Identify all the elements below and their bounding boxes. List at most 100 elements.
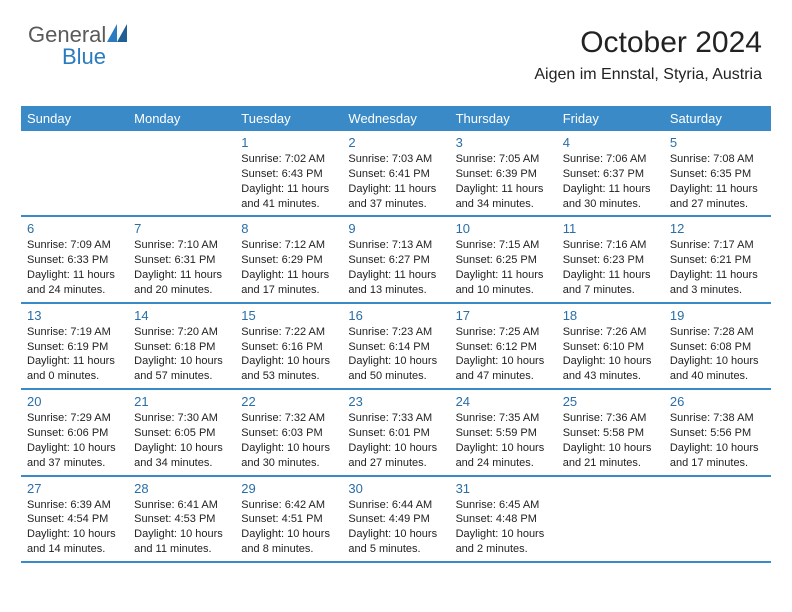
sunrise-text: Sunrise: 6:41 AM bbox=[134, 498, 229, 513]
day-number: 29 bbox=[241, 481, 336, 496]
day-info: Sunrise: 7:30 AMSunset: 6:05 PMDaylight:… bbox=[134, 411, 229, 470]
sunrise-text: Sunrise: 6:44 AM bbox=[348, 498, 443, 513]
month-title: October 2024 bbox=[534, 26, 762, 60]
sunset-text: Sunset: 6:27 PM bbox=[348, 253, 443, 268]
sunrise-text: Sunrise: 7:29 AM bbox=[27, 411, 122, 426]
logo-text-blue: Blue bbox=[62, 44, 106, 69]
day-cell: 20Sunrise: 7:29 AMSunset: 6:06 PMDayligh… bbox=[21, 390, 128, 474]
day-number: 7 bbox=[134, 221, 229, 236]
logo-mark-icon bbox=[107, 24, 127, 47]
weekday-wednesday: Wednesday bbox=[342, 106, 449, 131]
day-number: 17 bbox=[456, 308, 551, 323]
day-number: 20 bbox=[27, 394, 122, 409]
sunset-text: Sunset: 6:41 PM bbox=[348, 167, 443, 182]
day-number: 19 bbox=[670, 308, 765, 323]
sunrise-text: Sunrise: 7:36 AM bbox=[563, 411, 658, 426]
daylight-text: Daylight: 10 hours and 50 minutes. bbox=[348, 354, 443, 384]
day-number: 4 bbox=[563, 135, 658, 150]
day-cell: 4 Sunrise: 7:06 AMSunset: 6:37 PMDaylight… bbox=[557, 131, 664, 215]
day-cell: 5Sunrise: 7:08 AMSunset: 6:35 PMDaylight… bbox=[664, 131, 771, 215]
day-number: 25 bbox=[563, 394, 658, 409]
sunset-text: Sunset: 4:53 PM bbox=[134, 512, 229, 527]
week-row: 27Sunrise: 6:39 AMSunset: 4:54 PMDayligh… bbox=[21, 477, 771, 563]
sunset-text: Sunset: 5:58 PM bbox=[563, 426, 658, 441]
sunrise-text: Sunrise: 7:22 AM bbox=[241, 325, 336, 340]
weekday-tuesday: Tuesday bbox=[235, 106, 342, 131]
sunrise-text: Sunrise: 7:20 AM bbox=[134, 325, 229, 340]
day-info: Sunrise: 7:25 AMSunset: 6:12 PMDaylight:… bbox=[456, 325, 551, 384]
daylight-text: Daylight: 10 hours and 37 minutes. bbox=[27, 441, 122, 471]
sunrise-text: Sunrise: 7:09 AM bbox=[27, 238, 122, 253]
logo: General Blue bbox=[28, 22, 127, 48]
daylight-text: Daylight: 11 hours and 7 minutes. bbox=[563, 268, 658, 298]
daylight-text: Daylight: 11 hours and 17 minutes. bbox=[241, 268, 336, 298]
weekday-monday: Monday bbox=[128, 106, 235, 131]
sunset-text: Sunset: 6:10 PM bbox=[563, 340, 658, 355]
sunrise-text: Sunrise: 7:35 AM bbox=[456, 411, 551, 426]
day-info: Sunrise: 7:08 AMSunset: 6:35 PMDaylight:… bbox=[670, 152, 765, 211]
sunset-text: Sunset: 6:01 PM bbox=[348, 426, 443, 441]
day-cell: 18 Sunrise: 7:26 AMSunset: 6:10 PMDayligh… bbox=[557, 304, 664, 388]
daylight-text: Daylight: 11 hours and 0 minutes. bbox=[27, 354, 122, 384]
day-info: Sunrise: 7:17 AMSunset: 6:21 PMDaylight:… bbox=[670, 238, 765, 297]
day-cell bbox=[21, 131, 128, 215]
daylight-text: Daylight: 11 hours and 24 minutes. bbox=[27, 268, 122, 298]
sunset-text: Sunset: 6:03 PM bbox=[241, 426, 336, 441]
day-cell bbox=[128, 131, 235, 215]
daylight-text: Daylight: 10 hours and 27 minutes. bbox=[348, 441, 443, 471]
daylight-text: Daylight: 10 hours and 14 minutes. bbox=[27, 527, 122, 557]
day-number: 13 bbox=[27, 308, 122, 323]
day-cell: 16Sunrise: 7:23 AMSunset: 6:14 PMDayligh… bbox=[342, 304, 449, 388]
day-number: 1 bbox=[241, 135, 336, 150]
day-cell: 8Sunrise: 7:12 AMSunset: 6:29 PMDaylight… bbox=[235, 217, 342, 301]
day-info: Sunrise: 7:22 AMSunset: 6:16 PMDaylight:… bbox=[241, 325, 336, 384]
day-number: 22 bbox=[241, 394, 336, 409]
day-number: 3 bbox=[456, 135, 551, 150]
weekday-saturday: Saturday bbox=[664, 106, 771, 131]
day-number: 23 bbox=[348, 394, 443, 409]
day-number: 18 bbox=[563, 308, 658, 323]
sunset-text: Sunset: 4:51 PM bbox=[241, 512, 336, 527]
daylight-text: Daylight: 10 hours and 24 minutes. bbox=[456, 441, 551, 471]
day-info: Sunrise: 7:23 AMSunset: 6:14 PMDaylight:… bbox=[348, 325, 443, 384]
day-cell: 29Sunrise: 6:42 AMSunset: 4:51 PMDayligh… bbox=[235, 477, 342, 561]
day-number: 11 bbox=[563, 221, 658, 236]
day-number: 8 bbox=[241, 221, 336, 236]
sunset-text: Sunset: 6:12 PM bbox=[456, 340, 551, 355]
day-cell: 31Sunrise: 6:45 AMSunset: 4:48 PMDayligh… bbox=[450, 477, 557, 561]
day-cell: 13 Sunrise: 7:19 AMSunset: 6:19 PMDayligh… bbox=[21, 304, 128, 388]
sunset-text: Sunset: 5:59 PM bbox=[456, 426, 551, 441]
sunrise-text: Sunrise: 7:16 AM bbox=[563, 238, 658, 253]
sunrise-text: Sunrise: 7:02 AM bbox=[241, 152, 336, 167]
sunrise-text: Sunrise: 7:19 AM bbox=[27, 325, 122, 340]
location: Aigen im Ennstal, Styria, Austria bbox=[534, 66, 762, 84]
sunrise-text: Sunrise: 7:26 AM bbox=[563, 325, 658, 340]
sunset-text: Sunset: 6:14 PM bbox=[348, 340, 443, 355]
day-info: Sunrise: 7:19 AMSunset: 6:19 PMDaylight:… bbox=[27, 325, 122, 384]
day-number: 2 bbox=[348, 135, 443, 150]
day-cell: 14Sunrise: 7:20 AMSunset: 6:18 PMDayligh… bbox=[128, 304, 235, 388]
sunset-text: Sunset: 6:05 PM bbox=[134, 426, 229, 441]
header-right: October 2024 Aigen im Ennstal, Styria, A… bbox=[534, 26, 762, 84]
day-info: Sunrise: 7:02 AMSunset: 6:43 PMDaylight:… bbox=[241, 152, 336, 211]
day-cell: 26Sunrise: 7:38 AMSunset: 5:56 PMDayligh… bbox=[664, 390, 771, 474]
sunset-text: Sunset: 6:37 PM bbox=[563, 167, 658, 182]
daylight-text: Daylight: 10 hours and 53 minutes. bbox=[241, 354, 336, 384]
weeks-container: 1 Sunrise: 7:02 AMSunset: 6:43 PMDaylight… bbox=[21, 131, 771, 563]
day-info: Sunrise: 7:32 AMSunset: 6:03 PMDaylight:… bbox=[241, 411, 336, 470]
sunset-text: Sunset: 6:33 PM bbox=[27, 253, 122, 268]
sunrise-text: Sunrise: 7:25 AM bbox=[456, 325, 551, 340]
sunrise-text: Sunrise: 7:03 AM bbox=[348, 152, 443, 167]
weekday-thursday: Thursday bbox=[450, 106, 557, 131]
day-info: Sunrise: 7:06 AMSunset: 6:37 PMDaylight:… bbox=[563, 152, 658, 211]
day-info: Sunrise: 7:20 AMSunset: 6:18 PMDaylight:… bbox=[134, 325, 229, 384]
day-number: 15 bbox=[241, 308, 336, 323]
week-row: 6Sunrise: 7:09 AMSunset: 6:33 PMDaylight… bbox=[21, 217, 771, 303]
daylight-text: Daylight: 11 hours and 20 minutes. bbox=[134, 268, 229, 298]
sunset-text: Sunset: 6:29 PM bbox=[241, 253, 336, 268]
daylight-text: Daylight: 10 hours and 30 minutes. bbox=[241, 441, 336, 471]
day-number: 10 bbox=[456, 221, 551, 236]
day-cell: 10Sunrise: 7:15 AMSunset: 6:25 PMDayligh… bbox=[450, 217, 557, 301]
day-cell: 25Sunrise: 7:36 AMSunset: 5:58 PMDayligh… bbox=[557, 390, 664, 474]
daylight-text: Daylight: 10 hours and 43 minutes. bbox=[563, 354, 658, 384]
